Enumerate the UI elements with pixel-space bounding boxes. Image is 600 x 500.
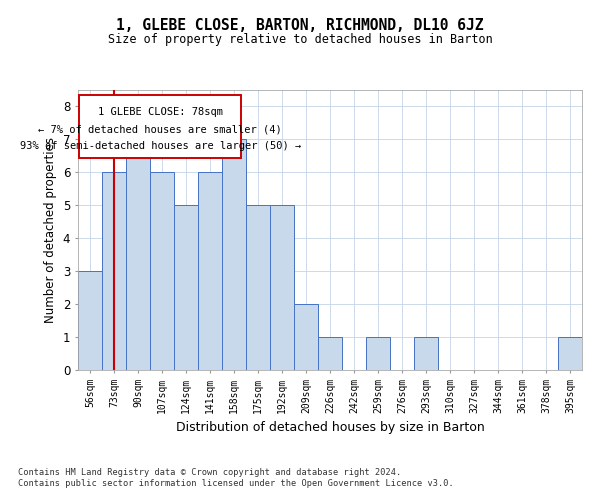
X-axis label: Distribution of detached houses by size in Barton: Distribution of detached houses by size … [176,421,484,434]
Bar [558,337,582,370]
Bar [174,206,198,370]
Text: ← 7% of detached houses are smaller (4): ← 7% of detached houses are smaller (4) [38,124,282,134]
Text: 1, GLEBE CLOSE, BARTON, RICHMOND, DL10 6JZ: 1, GLEBE CLOSE, BARTON, RICHMOND, DL10 6… [116,18,484,32]
Y-axis label: Number of detached properties: Number of detached properties [44,137,58,323]
Bar [318,337,342,370]
Bar [198,172,222,370]
Bar [79,95,241,158]
Bar [270,206,294,370]
Bar [222,140,246,370]
Text: Contains HM Land Registry data © Crown copyright and database right 2024.
Contai: Contains HM Land Registry data © Crown c… [18,468,454,487]
Text: 1 GLEBE CLOSE: 78sqm: 1 GLEBE CLOSE: 78sqm [98,108,223,118]
Bar [366,337,390,370]
Bar [414,337,438,370]
Bar [102,172,126,370]
Text: 93% of semi-detached houses are larger (50) →: 93% of semi-detached houses are larger (… [20,142,301,152]
Bar [126,140,150,370]
Bar [78,271,102,370]
Text: Size of property relative to detached houses in Barton: Size of property relative to detached ho… [107,32,493,46]
Bar [294,304,318,370]
Bar [246,206,270,370]
Bar [150,172,174,370]
